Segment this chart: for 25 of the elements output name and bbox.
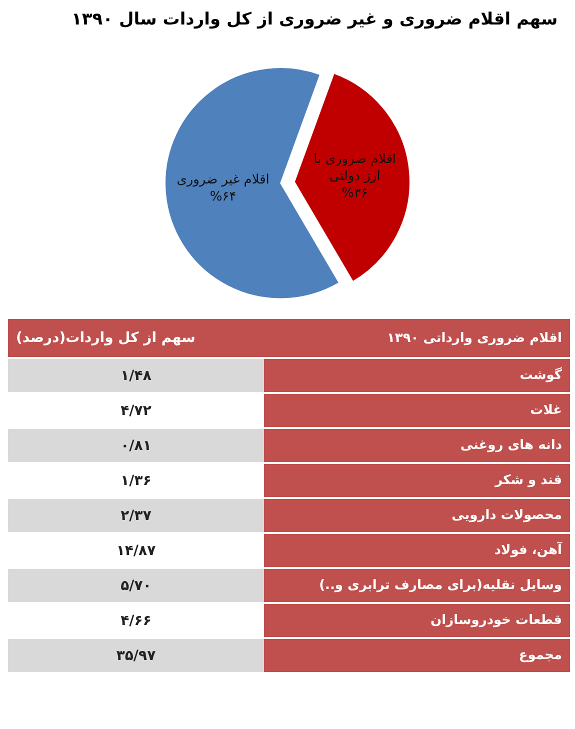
category-label: محصولات دارویی [264, 498, 570, 533]
data-label: %۳۶ [342, 186, 368, 201]
text: ۰/۸۱ [120, 438, 152, 454]
text: سهم از کل واردات(درصد) [8, 319, 264, 358]
category-label: وسایل نقلیه(برای مصارف ترابری و..) [264, 568, 570, 603]
text: ۴/۶۶ [120, 612, 152, 628]
text: اقلام ضروری وارداتی ۱۳۹۰ [264, 319, 570, 358]
category-label: آهن، فولاد [264, 533, 570, 568]
data-label: %۶۴ [210, 189, 236, 204]
slice-label: اقلام ضروری با ارز دولتی [314, 152, 396, 184]
text: ۱/۴۸ [120, 368, 152, 384]
slice-label: اقلام غیر ضروری [176, 172, 270, 188]
chart-title: سهم اقلام ضروری و غیر ضروری از کل واردات سال ۱۳۹۰ [72, 10, 558, 30]
category-label: غلات [264, 393, 570, 428]
category-label: قند و شکر [264, 463, 570, 498]
text: ۱۴/۸۷ [116, 542, 156, 558]
category-label: قطعات خودروسازان [264, 603, 570, 638]
text: ۲/۳۷ [120, 508, 152, 524]
text: ۴/۷۲ [120, 402, 152, 418]
category-label: مجموع [264, 638, 570, 673]
text: ۳۵/۹۷ [116, 648, 156, 664]
text: ۵/۷۰ [120, 578, 152, 594]
category-label: گوشت [264, 358, 570, 393]
text: ۱/۳۶ [120, 472, 152, 488]
category-label: دانه های روغنی [264, 428, 570, 463]
